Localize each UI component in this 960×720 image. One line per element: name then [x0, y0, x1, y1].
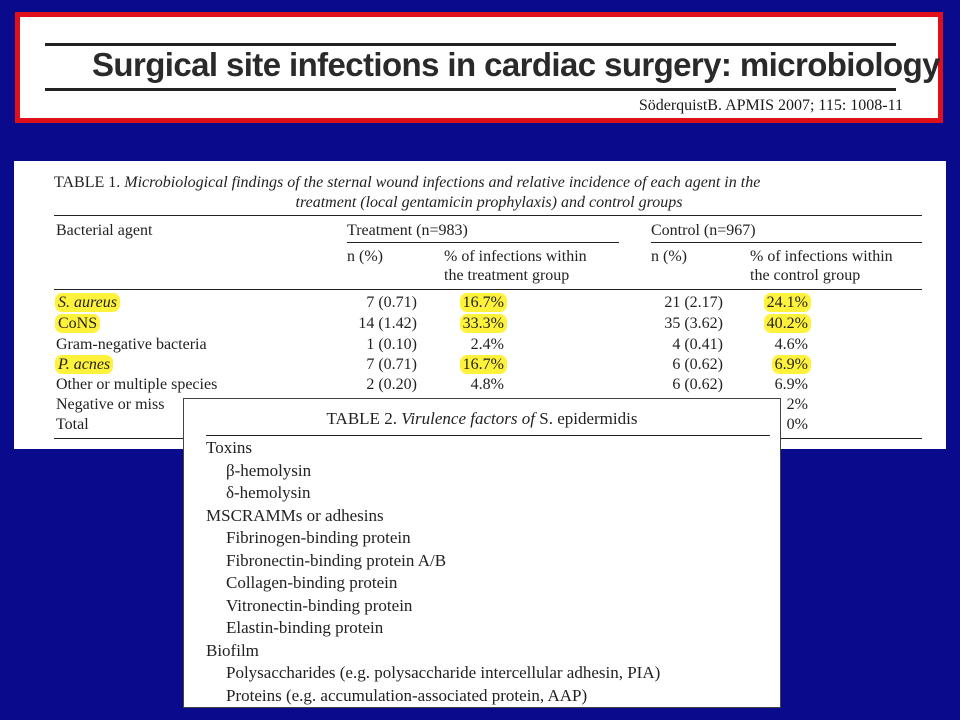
control-n-cell: 6 (0.62): [672, 356, 723, 373]
title-top-rule: [45, 43, 896, 46]
list-item: Fibronectin-binding protein A/B: [226, 550, 447, 570]
treatment-n-cell: 7 (0.71): [366, 294, 417, 311]
treatment-pct-cell: 33.3%: [460, 315, 506, 332]
title-box: Surgical site infections in cardiac surg…: [15, 12, 943, 123]
list-item: Polysaccharides (e.g. polysaccharide int…: [226, 663, 661, 682]
table-2-caption-italic: Virulence factors of: [401, 409, 535, 428]
treatment-pct-cell: 16.7%: [460, 356, 506, 373]
table-2-rule: [206, 435, 770, 436]
agent-cell: Negative or miss: [56, 396, 165, 413]
list-item: Elastin-binding protein: [226, 618, 384, 637]
header-treatment: Treatment (n=983): [347, 222, 468, 239]
treatment-pct-cell: 2.4%: [470, 336, 504, 353]
table-1-header-bottom-rule: [54, 289, 922, 290]
agent-cell: P. acnes: [56, 356, 113, 373]
treatment-pct-cell: 16.7%: [460, 294, 506, 311]
list-item: Biofilm: [206, 640, 259, 660]
treatment-group-rule: [347, 242, 619, 243]
list-item: Collagen-binding protein: [226, 573, 398, 592]
control-pct-cell: 4.6%: [774, 336, 808, 353]
control-n-cell: 35 (3.62): [664, 315, 723, 332]
agent-cell: S. aureus: [56, 294, 119, 311]
control-pct-cell: 2%: [786, 396, 808, 413]
title-bottom-rule: [45, 88, 896, 91]
treatment-n-cell: 14 (1.42): [358, 315, 417, 332]
table-1-caption-line1: Microbiological findings of the sternal …: [124, 174, 761, 191]
list-item: Proteins (e.g. accumulation-associated p…: [226, 685, 588, 705]
control-pct-cell: 40.2%: [764, 315, 810, 332]
slide-title: Surgical site infections in cardiac surg…: [92, 46, 940, 83]
header-n-pct-treatment: n (%): [347, 248, 383, 265]
treatment-pct-cell: 4.8%: [470, 376, 504, 393]
treatment-n-cell: 2 (0.20): [366, 376, 417, 393]
table-1-top-rule: [54, 215, 922, 216]
header-bacterial-agent: Bacterial agent: [56, 222, 153, 239]
list-item: δ-hemolysin: [226, 483, 311, 502]
agent-cell: Gram-negative bacteria: [56, 336, 207, 353]
table-2-label: TABLE 2.: [326, 409, 397, 428]
control-pct-cell: 6.9%: [774, 376, 808, 393]
header-pct-inf-treatment-2: the treatment group: [444, 267, 570, 284]
list-item: Fibrinogen-binding protein: [226, 528, 411, 547]
treatment-n-cell: 7 (0.71): [366, 356, 417, 373]
list-item: Toxins: [206, 438, 253, 457]
table-2-caption: TABLE 2. Virulence factors of S. epiderm…: [184, 409, 780, 429]
control-n-cell: 6 (0.62): [672, 376, 723, 393]
control-n-cell: 4 (0.41): [672, 336, 723, 353]
list-item: β-hemolysin: [226, 460, 312, 480]
control-pct-cell: 24.1%: [764, 294, 810, 311]
agent-cell: CoNS: [56, 315, 100, 332]
citation: SöderquistB. APMIS 2007; 115: 1008-11: [638, 97, 903, 114]
header-pct-inf-control-2: the control group: [750, 267, 861, 284]
control-pct-cell: 0%: [786, 416, 808, 433]
header-n-pct-control: n (%): [651, 248, 687, 265]
control-pct-cell: 6.9%: [772, 356, 810, 373]
header-control: Control (n=967): [651, 222, 756, 239]
table-2: TABLE 2. Virulence factors of S. epiderm…: [183, 398, 781, 708]
treatment-n-cell: 1 (0.10): [366, 336, 417, 353]
table-1-caption-line2: treatment (local gentamicin prophylaxis)…: [295, 194, 683, 211]
control-n-cell: 21 (2.17): [664, 294, 723, 311]
agent-cell: Other or multiple species: [56, 376, 218, 393]
table-2-caption-species: S. epidermidis: [539, 409, 638, 428]
control-group-rule: [651, 242, 922, 243]
virulence-factor-list: Toxins β-hemolysin δ-hemolysin MSCRAMMs …: [206, 437, 660, 707]
table-1-label: TABLE 1.: [54, 174, 121, 191]
header-pct-inf-treatment-1: % of infections within: [444, 248, 587, 265]
list-item: Vitronectin-binding protein: [226, 595, 413, 615]
table-1-caption: TABLE 1. Microbiological findings of the…: [54, 173, 924, 213]
list-item: MSCRAMMs or adhesins: [206, 505, 384, 525]
agent-cell: Total: [56, 416, 89, 433]
header-pct-inf-control-1: % of infections within: [750, 248, 893, 265]
